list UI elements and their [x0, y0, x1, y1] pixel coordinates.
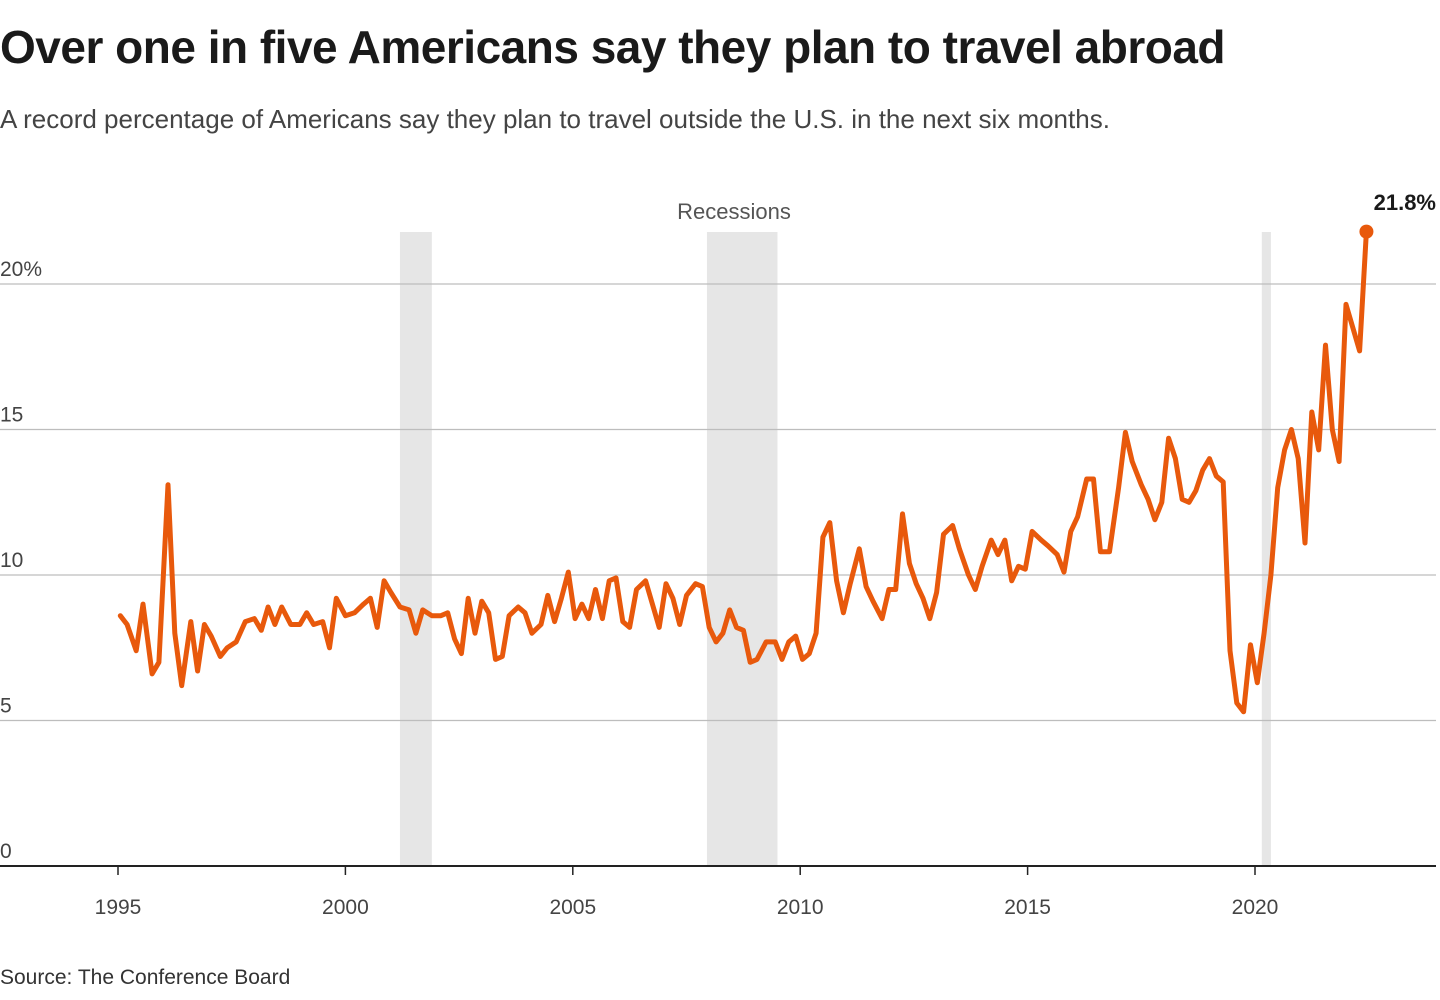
x-tick-label: 2010	[777, 896, 824, 919]
y-tick-label: 15	[0, 404, 23, 427]
x-tick-label: 2015	[1004, 896, 1051, 919]
source-note: Source: The Conference Board	[0, 966, 291, 989]
series-layer	[117, 229, 1369, 715]
recession-bands	[399, 232, 1271, 866]
recessions-label: Recessions	[677, 199, 791, 224]
peak-point-marker	[1359, 224, 1374, 239]
recession-band-3	[1261, 232, 1271, 866]
y-tick-label: 10	[0, 549, 23, 572]
y-axis-ticks: 0 5 10 15 20%	[0, 258, 42, 863]
chart-subtitle: A record percentage of Americans say the…	[0, 104, 1110, 134]
x-axis-ticks: 1995 2000 2005 2010 2015 2020	[95, 866, 1279, 919]
x-tick-label: 2000	[322, 896, 369, 919]
recession-band-1	[399, 232, 432, 866]
y-tick-label: 0	[0, 840, 12, 863]
series-line-1	[117, 229, 1369, 715]
grid	[0, 283, 1436, 722]
x-tick-label: 2005	[549, 896, 596, 919]
annotation-layer: 21.8%	[1359, 190, 1436, 239]
y-tick-label: 20%	[0, 258, 42, 281]
peak-value-label: 21.8%	[1374, 190, 1436, 215]
recession-band-2	[706, 232, 778, 866]
chart-title: Over one in five Americans say they plan…	[0, 21, 1226, 73]
y-tick-label: 5	[0, 695, 12, 718]
x-tick-label: 1995	[95, 896, 142, 919]
x-tick-label: 2020	[1232, 896, 1279, 919]
